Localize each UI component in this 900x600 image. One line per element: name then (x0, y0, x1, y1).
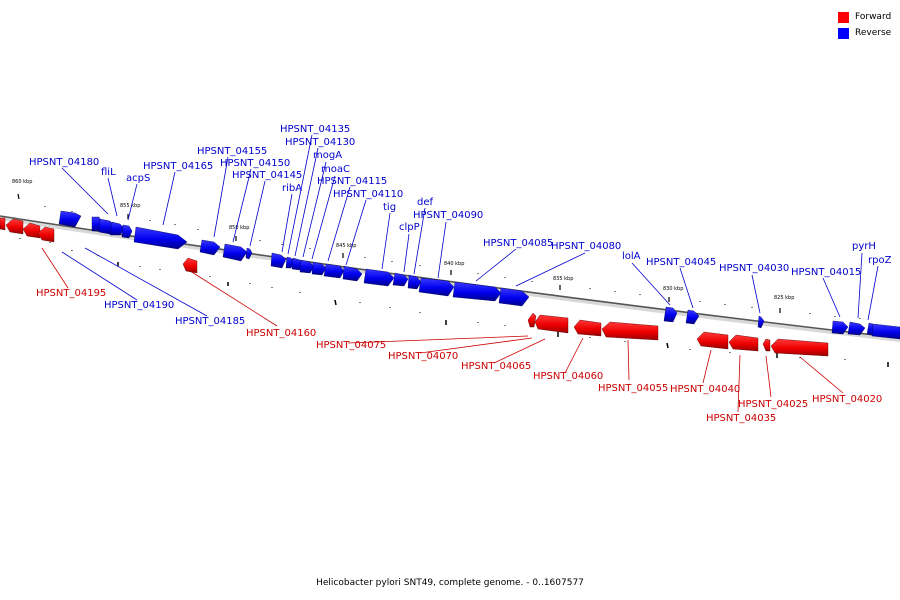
legend-reverse-label: Reverse (855, 28, 892, 38)
reverse-swatch-icon (838, 27, 849, 39)
scale-label: 825 kbp (774, 295, 794, 301)
scale-label: 860 kbp (12, 179, 32, 185)
forward-genes (0, 217, 829, 357)
minor-ticks (19, 206, 889, 367)
scale-label: 845 kbp (336, 243, 356, 249)
genome-caption: Helicobacter pylori SNT49, complete geno… (316, 578, 584, 588)
scale-label: 840 kbp (444, 261, 464, 267)
legend-forward-label: Forward (855, 12, 892, 22)
legend-item-reverse: Reverse (838, 25, 891, 41)
leader-lines-forward (41, 247, 844, 413)
reverse-genes (58, 210, 900, 340)
scale-label: 835 kbp (553, 276, 573, 282)
scale-label: 830 kbp (663, 286, 683, 292)
scale: 860 kbp 855 kbp 850 kbp 845 kbp 840 kbp … (12, 179, 794, 313)
scale-label: 850 kbp (229, 225, 249, 231)
forward-swatch-icon (838, 11, 849, 23)
legend: Forward Reverse (838, 9, 891, 41)
scale-label: 855 kbp (120, 203, 140, 209)
leader-lines-reverse (61, 134, 879, 321)
legend-item-forward: Forward (838, 9, 891, 25)
